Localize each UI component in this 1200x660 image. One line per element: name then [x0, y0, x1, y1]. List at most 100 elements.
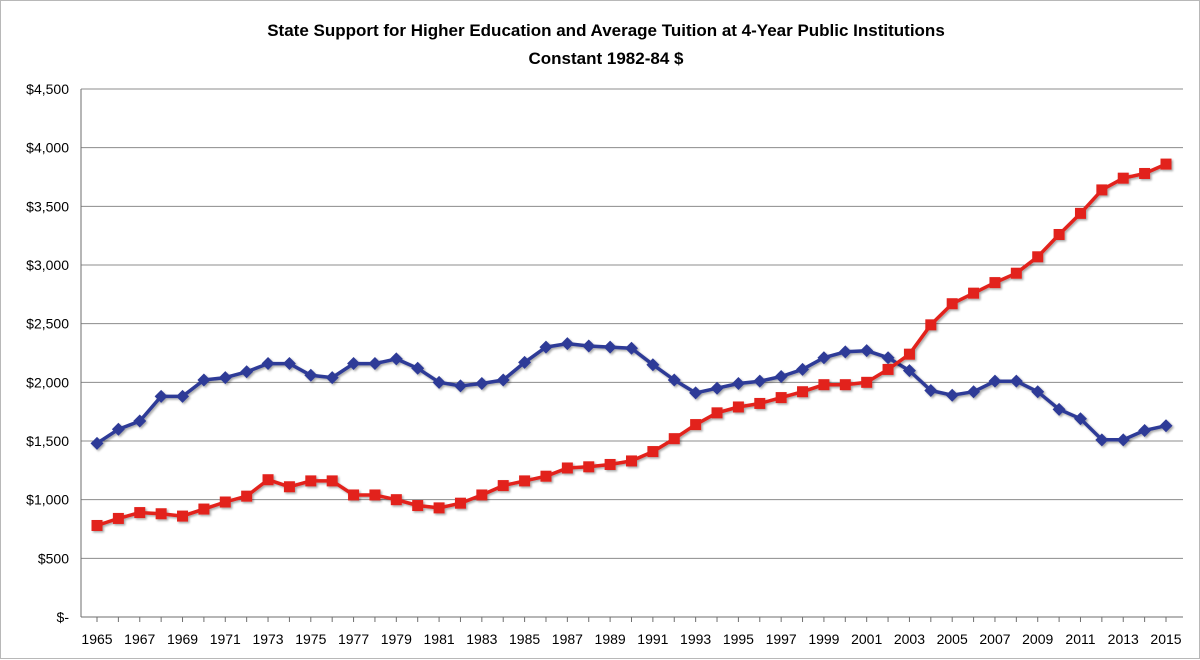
x-axis-ticks: 1965 1967 1969 1971 1973 1975 1977 1979 1981 1983… — [81, 617, 1182, 647]
data-point — [711, 407, 723, 419]
x-tick-label: 1999 — [808, 631, 839, 647]
data-point — [218, 371, 232, 385]
series-line — [96, 341, 1167, 445]
data-point — [647, 446, 659, 458]
data-point — [433, 502, 445, 514]
x-tick-label: 2005 — [937, 631, 968, 647]
data-point — [389, 352, 403, 366]
y-tick-label: $4,500 — [26, 81, 69, 97]
data-point — [667, 373, 681, 387]
series-1 — [91, 158, 1172, 531]
y-tick-label: $1,500 — [26, 433, 69, 449]
data-point — [177, 510, 189, 522]
x-tick-label: 1985 — [509, 631, 540, 647]
data-point — [988, 374, 1002, 388]
data-point — [283, 481, 295, 493]
data-point — [625, 341, 638, 355]
x-tick-label: 1987 — [552, 631, 583, 647]
x-tick-label: 1981 — [424, 631, 455, 647]
data-point — [1095, 433, 1109, 447]
data-point — [989, 277, 1001, 289]
data-point — [1031, 385, 1045, 399]
chart-title: State Support for Higher Education and A… — [267, 21, 945, 40]
data-point — [453, 379, 467, 393]
data-point — [1116, 433, 1130, 447]
data-point — [540, 470, 552, 482]
x-tick-label: 1969 — [167, 631, 198, 647]
data-point — [881, 351, 895, 365]
data-point — [390, 494, 402, 506]
data-point — [326, 475, 338, 487]
data-point — [797, 386, 809, 398]
series-0 — [90, 337, 1173, 450]
data-point — [1073, 412, 1087, 426]
y-tick-label: $3,500 — [26, 198, 69, 214]
data-point — [304, 368, 318, 382]
data-point — [1074, 207, 1086, 219]
data-point — [412, 500, 424, 512]
data-point — [1052, 402, 1066, 416]
data-point — [1160, 158, 1172, 170]
x-tick-label: 1979 — [381, 631, 412, 647]
data-point — [1053, 228, 1065, 240]
data-point — [946, 298, 958, 310]
data-point — [604, 458, 616, 470]
data-point — [839, 379, 851, 391]
x-tick-label: 1983 — [466, 631, 497, 647]
data-point — [496, 373, 510, 387]
data-point — [90, 436, 104, 450]
x-tick-label: 2003 — [894, 631, 925, 647]
data-point — [861, 376, 873, 388]
data-point — [626, 455, 637, 467]
data-point — [945, 388, 959, 402]
data-point — [902, 364, 916, 378]
data-point — [154, 389, 168, 403]
data-point — [497, 480, 509, 492]
data-point — [1159, 419, 1173, 433]
y-tick-label: $500 — [38, 550, 69, 566]
data-point — [582, 339, 596, 353]
data-point — [690, 419, 702, 431]
x-tick-label: 1995 — [723, 631, 754, 647]
data-point — [731, 377, 745, 391]
x-tick-label: 1977 — [338, 631, 369, 647]
data-point — [967, 385, 981, 399]
data-point — [561, 462, 573, 474]
data-point — [134, 507, 146, 519]
data-point — [91, 519, 103, 531]
data-point — [476, 489, 488, 501]
data-point — [519, 475, 531, 487]
x-tick-label: 1989 — [595, 631, 626, 647]
data-point — [518, 355, 532, 369]
y-tick-label: $1,000 — [26, 492, 69, 508]
data-point — [775, 392, 787, 404]
data-point — [689, 386, 703, 400]
data-point — [133, 414, 147, 428]
data-point — [539, 340, 553, 354]
data-point — [368, 357, 382, 371]
data-point — [261, 357, 275, 371]
data-series — [90, 158, 1173, 531]
x-tick-label: 1965 — [81, 631, 112, 647]
x-tick-label: 1997 — [766, 631, 797, 647]
data-point — [753, 374, 767, 388]
data-point — [282, 357, 296, 371]
data-point — [818, 379, 830, 391]
data-point — [262, 474, 274, 486]
y-tick-label: $3,000 — [26, 257, 69, 273]
data-point — [646, 358, 660, 372]
chart-subtitle: Constant 1982-84 $ — [529, 49, 684, 68]
data-point — [347, 357, 361, 371]
x-tick-label: 1991 — [637, 631, 668, 647]
data-point — [668, 433, 680, 445]
data-point — [774, 369, 788, 383]
data-point — [369, 489, 381, 501]
data-point — [111, 422, 125, 436]
x-tick-label: 2001 — [851, 631, 882, 647]
data-point — [817, 351, 831, 365]
data-point — [176, 389, 190, 403]
data-point — [241, 490, 253, 502]
x-tick-label: 2007 — [979, 631, 1010, 647]
